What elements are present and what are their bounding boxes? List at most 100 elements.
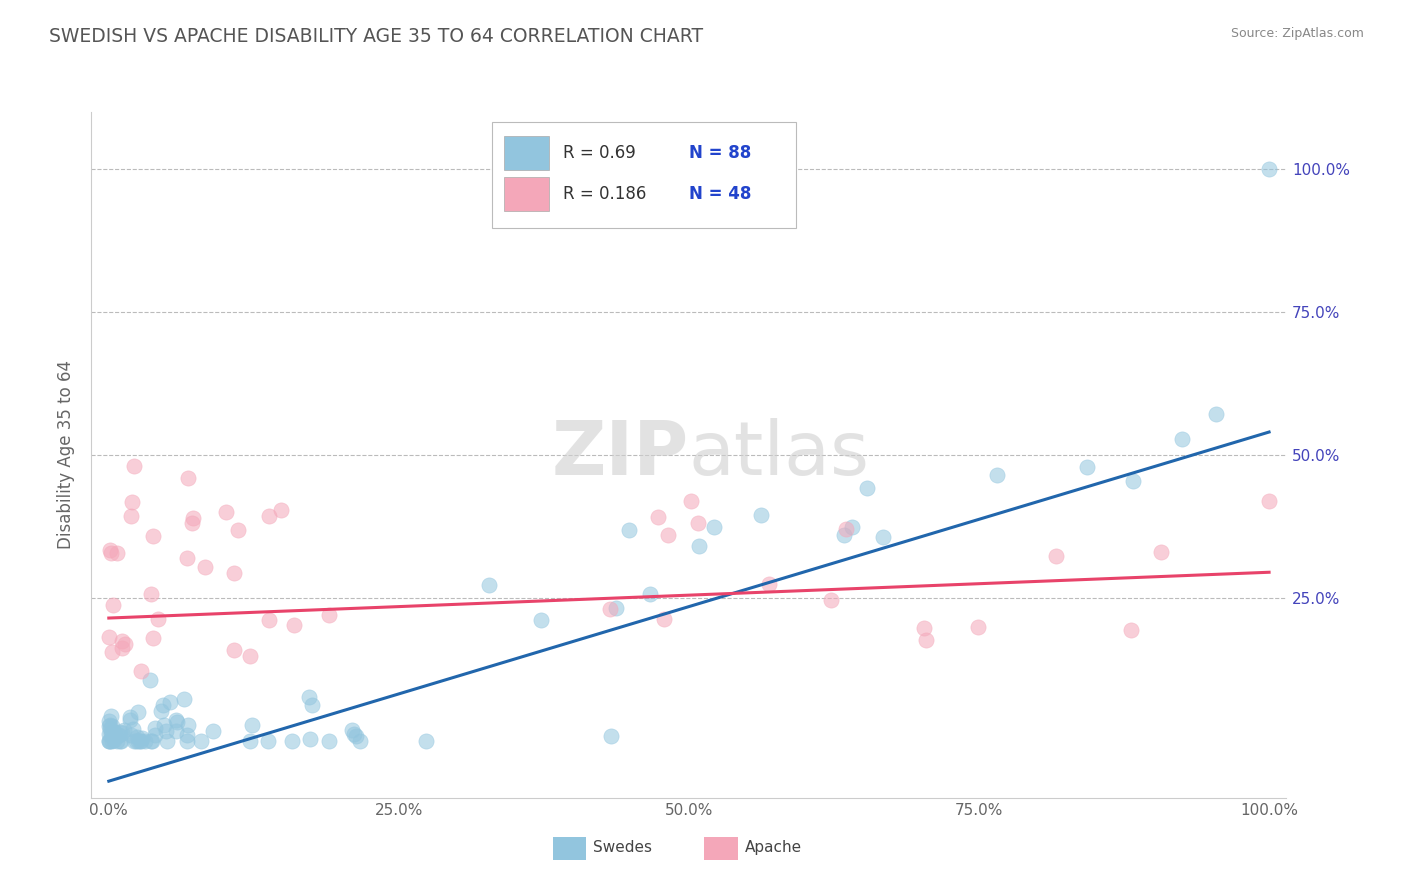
Point: [107, 728, 129, 742]
Point: [98, 719, 121, 733]
Point: [986, 467, 1008, 482]
Point: [110, 641, 132, 656]
Point: [129, 664, 152, 678]
Point: [103, 732, 125, 747]
Point: [156, 734, 179, 748]
FancyBboxPatch shape: [492, 122, 796, 228]
Point: [758, 577, 780, 591]
Point: [101, 719, 124, 733]
Point: [340, 723, 363, 737]
Point: [98, 718, 121, 732]
Point: [1205, 407, 1227, 421]
Point: [257, 613, 280, 627]
Point: [120, 728, 142, 742]
Point: [1122, 474, 1144, 488]
Point: [127, 706, 149, 720]
Point: [966, 620, 988, 634]
Text: R = 0.186: R = 0.186: [564, 185, 647, 202]
Point: [194, 560, 217, 574]
Point: [165, 713, 187, 727]
Point: [97, 734, 120, 748]
Point: [257, 734, 280, 748]
Point: [120, 710, 142, 724]
Point: [122, 734, 145, 748]
Point: [143, 721, 166, 735]
Point: [112, 723, 135, 737]
Point: [270, 503, 292, 517]
Point: [912, 621, 935, 635]
Point: [298, 690, 321, 705]
Y-axis label: Disability Age 35 to 64: Disability Age 35 to 64: [58, 360, 76, 549]
Point: [108, 734, 131, 748]
Point: [100, 547, 122, 561]
Point: [165, 723, 187, 738]
Point: [280, 734, 302, 748]
Point: [176, 728, 198, 742]
Point: [114, 637, 136, 651]
Point: [101, 645, 124, 659]
Point: [600, 729, 623, 743]
Point: [530, 613, 553, 627]
Point: [105, 546, 128, 560]
Point: [98, 723, 121, 737]
Text: N = 48: N = 48: [689, 185, 751, 202]
Text: R = 0.69: R = 0.69: [564, 144, 636, 161]
Point: [343, 727, 366, 741]
Point: [97, 734, 120, 748]
Point: [638, 587, 661, 601]
Point: [149, 704, 172, 718]
Point: [181, 511, 204, 525]
Point: [101, 598, 124, 612]
Point: [215, 505, 238, 519]
Point: [872, 531, 894, 545]
Point: [111, 634, 134, 648]
Bar: [503, 177, 550, 211]
Point: [121, 494, 143, 508]
Point: [703, 520, 725, 534]
Point: [142, 631, 165, 645]
Point: [166, 714, 188, 729]
Point: [181, 516, 204, 531]
Point: [914, 632, 936, 647]
Point: [146, 612, 169, 626]
Point: [647, 509, 669, 524]
Point: [1119, 623, 1142, 637]
Point: [129, 734, 152, 748]
Point: [152, 718, 174, 732]
Point: [103, 725, 125, 739]
Point: [176, 718, 198, 732]
Point: [1258, 161, 1281, 176]
Bar: [704, 837, 738, 860]
Point: [301, 698, 323, 713]
Point: [177, 471, 200, 485]
Point: [176, 734, 198, 748]
Point: [599, 602, 621, 616]
Point: [107, 728, 129, 742]
Point: [240, 718, 263, 732]
Point: [176, 550, 198, 565]
Point: [224, 642, 246, 657]
Point: [101, 725, 124, 739]
Point: [1045, 549, 1067, 563]
Point: [131, 731, 153, 745]
Point: [118, 714, 141, 728]
Point: [820, 593, 842, 607]
Point: [124, 459, 146, 474]
Point: [749, 508, 772, 522]
Point: [155, 723, 177, 738]
Point: [98, 630, 121, 644]
Point: [128, 734, 150, 748]
Point: [1258, 493, 1281, 508]
Point: [617, 523, 640, 537]
Point: [415, 734, 437, 748]
Point: [657, 528, 679, 542]
Point: [1076, 460, 1098, 475]
Point: [239, 649, 262, 664]
Text: Source: ZipAtlas.com: Source: ZipAtlas.com: [1230, 27, 1364, 40]
Point: [832, 527, 855, 541]
Point: [283, 617, 305, 632]
Text: N = 88: N = 88: [689, 144, 751, 161]
Point: [98, 542, 121, 557]
Point: [134, 734, 156, 748]
Point: [142, 529, 165, 543]
